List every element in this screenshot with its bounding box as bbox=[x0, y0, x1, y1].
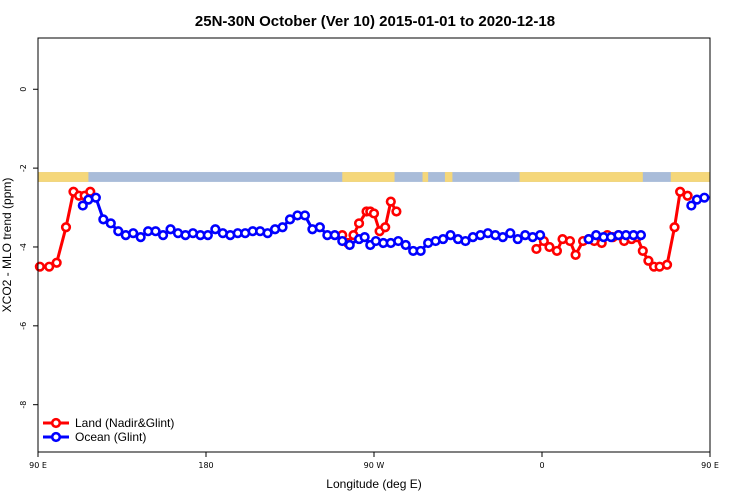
ocean-data-point bbox=[284, 214, 296, 225]
x-tick-label: 180 bbox=[198, 461, 213, 470]
ocean-data-point bbox=[497, 232, 508, 243]
land-data-point bbox=[675, 186, 686, 197]
land-data-point bbox=[637, 245, 648, 257]
ocean-data-point bbox=[359, 232, 370, 243]
ocean-data-point bbox=[329, 230, 340, 241]
land-ocean-band bbox=[38, 172, 710, 182]
x-tick-label: 90 E bbox=[701, 461, 719, 470]
y-axis: 0 -2 -4 -6 -8 bbox=[19, 87, 38, 409]
y-tick-label: -2 bbox=[19, 164, 28, 172]
ocean-data-point bbox=[113, 226, 124, 237]
ocean-data-point bbox=[105, 218, 116, 229]
land-data-point bbox=[661, 259, 673, 270]
land-data-point bbox=[353, 218, 365, 229]
land-data-point bbox=[643, 255, 654, 266]
y-tick-label: -8 bbox=[19, 401, 28, 409]
ocean-data-point bbox=[393, 235, 404, 247]
x-tick-label: 90 E bbox=[29, 461, 47, 470]
ocean-data-point bbox=[210, 224, 221, 235]
ocean-data-point bbox=[165, 224, 176, 235]
land-data-point bbox=[570, 249, 581, 260]
ocean-data-point bbox=[635, 230, 647, 241]
ocean-data-point bbox=[314, 222, 325, 233]
land-data-point bbox=[682, 190, 693, 201]
land-data-point bbox=[385, 196, 396, 207]
ocean-data-point bbox=[686, 200, 697, 211]
ocean-data-point bbox=[262, 228, 273, 239]
land-data-point bbox=[391, 206, 402, 217]
land-data-point bbox=[44, 261, 55, 272]
land-data-point bbox=[564, 235, 576, 247]
land-band-segment bbox=[670, 172, 710, 182]
ocean-data-point bbox=[77, 200, 88, 211]
land-band-segment bbox=[342, 172, 395, 182]
legend: Land (Nadir&Glint)Ocean (Glint) bbox=[43, 416, 174, 444]
ocean-data-point bbox=[337, 235, 348, 247]
land-data-point bbox=[60, 222, 72, 233]
land-band-segment bbox=[519, 172, 643, 182]
land-band-segment bbox=[38, 172, 89, 182]
land-band-segment bbox=[422, 172, 429, 182]
ocean-data-point bbox=[415, 245, 426, 257]
ocean-data-point bbox=[128, 228, 139, 239]
land-data-point bbox=[380, 222, 391, 233]
land-data-point bbox=[531, 243, 542, 255]
land-band-segment bbox=[444, 172, 453, 182]
legend-label: Land (Nadir&Glint) bbox=[75, 416, 174, 430]
x-axis: 90 E 180 90 W 0 90 E bbox=[29, 452, 719, 470]
ocean-data-point bbox=[344, 239, 355, 251]
ocean-data-point bbox=[135, 232, 146, 243]
ocean-data-point bbox=[699, 192, 710, 203]
y-tick-label: -4 bbox=[19, 243, 28, 251]
ocean-data-point bbox=[202, 230, 213, 241]
ocean-data-point bbox=[299, 210, 311, 221]
ocean-data-point bbox=[150, 226, 161, 237]
ocean-data-point bbox=[445, 230, 456, 241]
x-axis-label: Longitude (deg E) bbox=[326, 477, 421, 491]
ocean-data-point bbox=[157, 230, 169, 241]
series-layer bbox=[34, 186, 710, 272]
y-axis-label: XCO2 - MLO trend (ppm) bbox=[0, 178, 14, 313]
ocean-data-point bbox=[277, 222, 288, 233]
land-data-point bbox=[368, 208, 380, 219]
legend-marker bbox=[50, 431, 62, 443]
ocean-data-point bbox=[583, 233, 594, 245]
ocean-data-point bbox=[512, 233, 523, 245]
x-tick-label: 90 W bbox=[364, 461, 385, 470]
y-tick-label: 0 bbox=[19, 87, 28, 92]
land-data-point bbox=[34, 261, 45, 272]
land-data-point bbox=[51, 257, 62, 268]
chart-title: 25N-30N October (Ver 10) 2015-01-01 to 2… bbox=[195, 13, 555, 30]
land-data-point bbox=[551, 245, 563, 257]
x-tick-label: 0 bbox=[539, 461, 544, 470]
ocean-data-point bbox=[98, 214, 109, 225]
land-data-point bbox=[544, 241, 555, 253]
legend-label: Ocean (Glint) bbox=[75, 430, 146, 444]
ocean-data-point bbox=[400, 239, 411, 251]
land-data-point bbox=[669, 222, 680, 233]
ocean-data-point bbox=[460, 235, 471, 247]
ocean-data-point bbox=[535, 230, 546, 241]
y-tick-label: -6 bbox=[19, 322, 28, 330]
ocean-data-point bbox=[505, 228, 516, 239]
legend-marker bbox=[50, 417, 62, 429]
ocean-data-point bbox=[90, 192, 101, 203]
ocean-data-point bbox=[437, 233, 449, 245]
